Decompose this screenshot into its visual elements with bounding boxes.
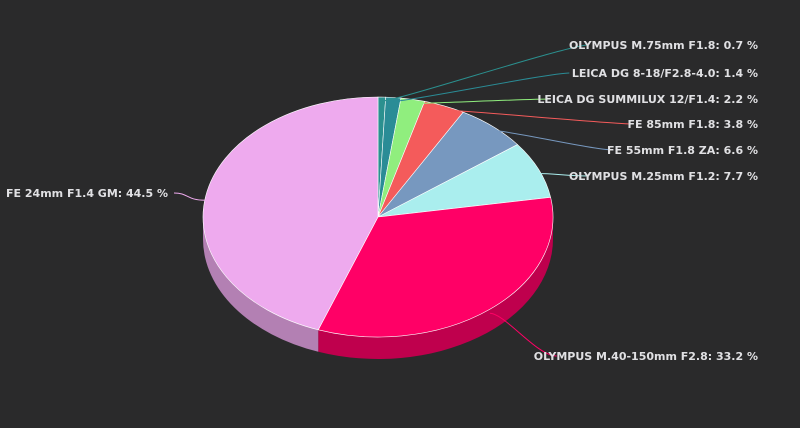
pie-data-label-3: FE 85mm F1.8: 3.8 % bbox=[628, 118, 759, 131]
pie-data-label-5: OLYMPUS M.25mm F1.2: 7.7 % bbox=[569, 170, 758, 183]
pie-connector-3 bbox=[444, 109, 633, 125]
pie-slice-6[interactable] bbox=[317, 196, 554, 338]
pie-data-label-0: OLYMPUS M.75mm F1.8: 0.7 % bbox=[569, 39, 758, 52]
pie-slice-side-6 bbox=[318, 217, 553, 360]
pie-data-label-1: LEICA DG 8-18/F2.8-4.0: 1.4 % bbox=[572, 67, 758, 80]
pie-connector-6 bbox=[489, 312, 557, 357]
pie-data-label-7: FE 24mm F1.4 GM: 44.5 % bbox=[6, 187, 168, 200]
pie-tops bbox=[202, 96, 554, 338]
pie-connector-2 bbox=[412, 98, 551, 104]
pie-slice-side-7 bbox=[203, 217, 319, 352]
pie-sides bbox=[203, 217, 553, 360]
pie-data-label-2: LEICA DG SUMMILUX 12/F1.4: 2.2 % bbox=[537, 93, 758, 106]
pie-connector-4 bbox=[492, 129, 614, 151]
pie-connector-0 bbox=[381, 44, 589, 102]
pie-connector-5 bbox=[538, 173, 589, 177]
pie-slice-7[interactable] bbox=[202, 96, 379, 331]
pie-connector-7 bbox=[173, 192, 206, 201]
pie-data-label-6: OLYMPUS M.40-150mm F2.8: 33.2 % bbox=[534, 350, 758, 363]
pie-connector-1 bbox=[393, 72, 570, 102]
pie-labels: OLYMPUS M.75mm F1.8: 0.7 % LEICA DG 8-18/… bbox=[6, 39, 758, 363]
pie-data-label-4: FE 55mm F1.8 ZA: 6.6 % bbox=[607, 144, 758, 157]
